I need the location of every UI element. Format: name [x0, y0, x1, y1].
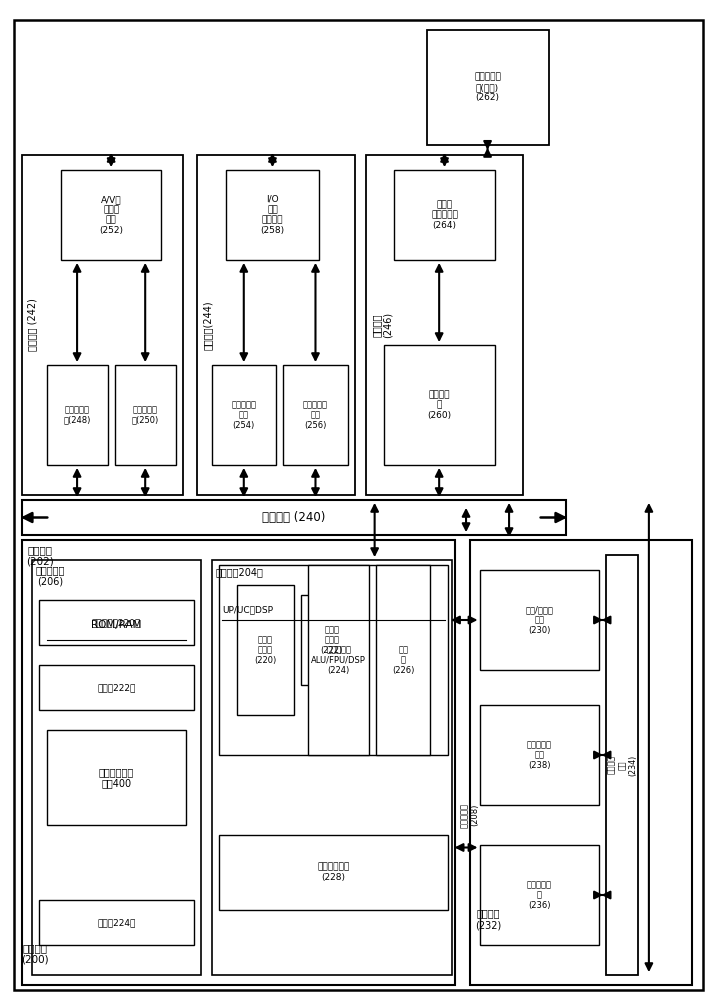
Bar: [226, 170, 319, 260]
Text: 串行接口控
制器
(254): 串行接口控 制器 (254): [232, 400, 256, 430]
Bar: [61, 170, 161, 260]
Bar: [22, 540, 455, 985]
Bar: [47, 365, 108, 465]
Text: 数据（224）: 数据（224）: [98, 918, 136, 927]
Bar: [301, 595, 362, 685]
Text: 系统存储器
(206): 系统存储器 (206): [36, 565, 65, 587]
Text: 存储器总线
(208): 存储器总线 (208): [460, 802, 480, 828]
Bar: [197, 155, 355, 495]
Bar: [394, 170, 495, 260]
Bar: [366, 155, 523, 495]
Text: 计算设备
(200): 计算设备 (200): [22, 943, 49, 965]
Text: 操作系统（220）: 操作系统（220）: [92, 618, 141, 627]
Text: 储存接口
总线
(234): 储存接口 总线 (234): [607, 754, 637, 776]
Text: 可移除储存
器
(236): 可移除储存 器 (236): [527, 880, 552, 910]
Text: 网络空间探测
装置400: 网络空间探测 装置400: [99, 767, 134, 788]
Bar: [606, 555, 638, 975]
Text: 基本配置
(202): 基本配置 (202): [27, 545, 54, 567]
Text: 音频处理单
元(250): 音频处理单 元(250): [131, 405, 159, 425]
Bar: [22, 500, 566, 535]
Bar: [376, 565, 430, 755]
Bar: [115, 365, 176, 465]
Text: 通信端
口（多个）
(264): 通信端 口（多个） (264): [431, 200, 458, 230]
Text: 外围接口(244): 外围接口(244): [203, 300, 213, 350]
Text: 接口总线 (240): 接口总线 (240): [262, 511, 326, 524]
Bar: [427, 30, 549, 145]
Bar: [480, 705, 599, 805]
Text: 一级高
速缓存
(220): 一级高 速缓存 (220): [254, 635, 277, 665]
Bar: [480, 570, 599, 670]
Text: 输出设备 (242): 输出设备 (242): [27, 299, 37, 351]
Bar: [39, 600, 194, 645]
Text: 并行接口控
制器
(256): 并行接口控 制器 (256): [303, 400, 328, 430]
Bar: [480, 845, 599, 945]
Bar: [212, 365, 276, 465]
Bar: [22, 155, 183, 495]
Bar: [384, 345, 495, 465]
Text: 总线/接口控
制器
(230): 总线/接口控 制器 (230): [526, 605, 554, 635]
Text: ROM/RAM: ROM/RAM: [91, 620, 142, 630]
Text: 处理器核心
ALU/FPU/DSP
(224): 处理器核心 ALU/FPU/DSP (224): [311, 645, 366, 675]
Text: 图像处理单
元(248): 图像处理单 元(248): [63, 405, 91, 425]
Text: A/V端
口（多
个）
(252): A/V端 口（多 个） (252): [99, 195, 123, 235]
Text: 存储器控制器
(228): 存储器控制器 (228): [318, 863, 349, 882]
Text: 不可移除储
存器
(238): 不可移除储 存器 (238): [527, 740, 552, 770]
Bar: [39, 665, 194, 710]
Bar: [219, 835, 448, 910]
Bar: [237, 585, 294, 715]
Text: 处理器（204）: 处理器（204）: [215, 567, 263, 577]
Bar: [219, 565, 448, 755]
Text: 通信设备
(246): 通信设备 (246): [371, 312, 393, 338]
Text: I/O
端口
（多个）
(258): I/O 端口 （多个） (258): [260, 195, 285, 235]
Bar: [39, 900, 194, 945]
Text: 网络控制
器
(260): 网络控制 器 (260): [427, 390, 451, 420]
Text: 程序（222）: 程序（222）: [98, 683, 136, 692]
Bar: [308, 565, 369, 755]
Bar: [32, 560, 201, 975]
Bar: [283, 365, 348, 465]
Text: 其他计算设
备(多个)
(262): 其他计算设 备(多个) (262): [474, 73, 501, 102]
Text: 寄存
器
(226): 寄存 器 (226): [392, 645, 414, 675]
Bar: [47, 730, 186, 825]
Text: 二级高
速缓存
(222): 二级高 速缓存 (222): [320, 625, 343, 655]
Text: 储存设备
(232): 储存设备 (232): [475, 908, 501, 930]
Text: UP/UC／DSP: UP/UC／DSP: [222, 605, 273, 614]
Bar: [212, 560, 452, 975]
Bar: [470, 540, 692, 985]
